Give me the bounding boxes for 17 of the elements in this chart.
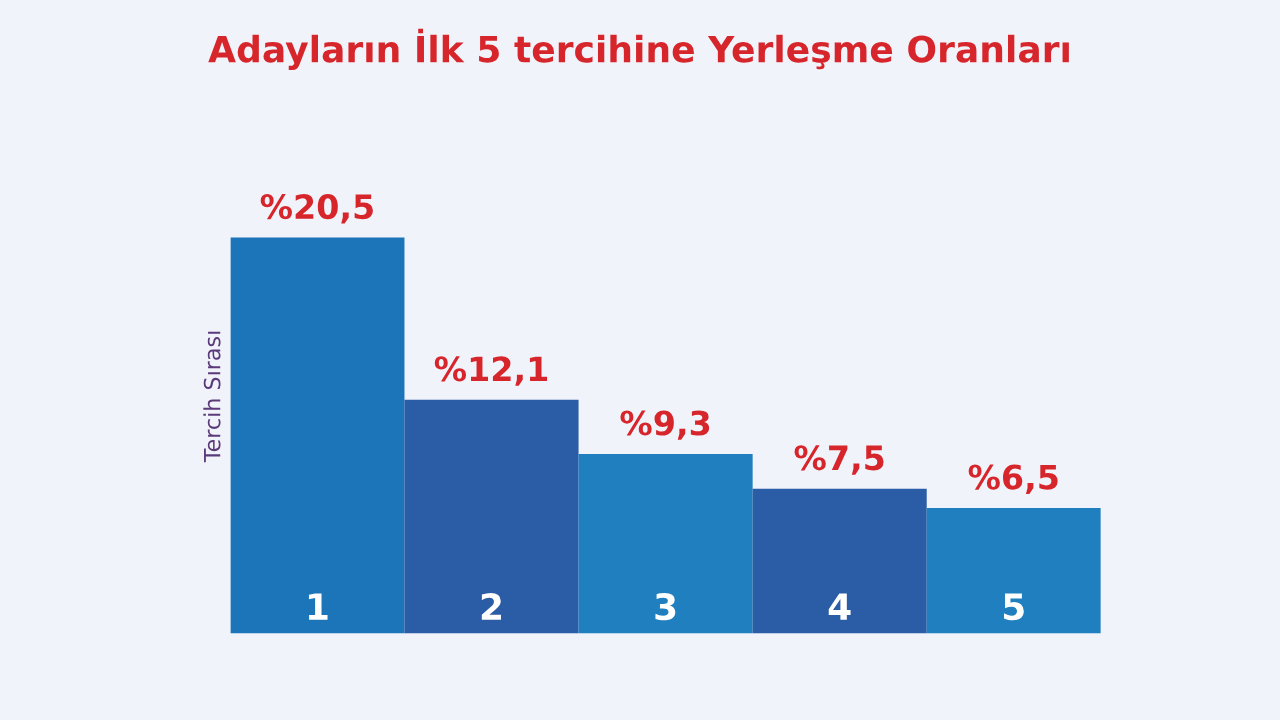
data-label: %20,5 bbox=[260, 194, 373, 224]
x-tick-label: 2 bbox=[481, 593, 501, 620]
x-tick-label: 5 bbox=[1003, 593, 1024, 621]
bar bbox=[404, 399, 579, 634]
bar bbox=[926, 508, 1101, 634]
x-tick-label: 1 bbox=[308, 593, 328, 620]
x-tick-label: 4 bbox=[828, 593, 851, 620]
data-label: %7,5 bbox=[794, 445, 884, 475]
bar bbox=[578, 453, 753, 634]
bar bbox=[230, 237, 405, 634]
bar bbox=[752, 488, 927, 634]
data-label: %9,3 bbox=[620, 410, 710, 440]
data-label: %6,5 bbox=[968, 464, 1058, 494]
data-label: %12,1 bbox=[434, 356, 548, 386]
x-tick-label: 3 bbox=[655, 593, 676, 621]
y-axis-title: Tercih Sırası bbox=[203, 331, 221, 463]
chart-title: Adayların İlk 5 tercihine Yerleşme Oranları bbox=[208, 28, 1069, 70]
